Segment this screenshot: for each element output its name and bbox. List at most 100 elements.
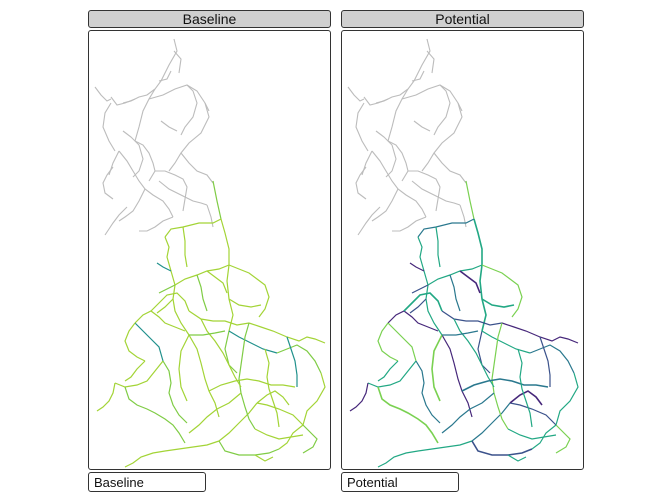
route-segment-rated (164, 218, 222, 238)
route-segment-rated (254, 428, 304, 440)
route-segment-unrated (413, 120, 431, 132)
facet-strip-baseline: Baseline (88, 10, 331, 28)
route-segment-rated (218, 402, 258, 442)
route-segment-rated (212, 180, 222, 220)
route-segment-rated (256, 390, 290, 406)
route-segment-unrated (122, 130, 144, 178)
route-segment-rated (248, 322, 326, 344)
route-segment-rated (491, 322, 509, 430)
route-segment-rated (461, 378, 549, 392)
route-segment-unrated (411, 70, 425, 82)
route-segment-rated (509, 402, 557, 426)
map-panel-potential (341, 30, 584, 470)
route-segment-rated (539, 336, 551, 387)
route-segment-rated (415, 360, 441, 424)
route-segment-unrated (392, 216, 427, 232)
route-segment-unrated (180, 84, 198, 136)
route-segment-rated (162, 360, 188, 424)
route-segment-rated (453, 318, 495, 388)
route-segment-unrated (375, 130, 397, 178)
route-segment-unrated (387, 140, 409, 182)
route-segment-rated (150, 292, 190, 312)
route-segment-rated (441, 392, 495, 434)
route-segment-unrated (421, 102, 463, 172)
facet-strip-potential: Potential (341, 10, 584, 28)
route-segment-unrated (158, 70, 172, 82)
route-segment-rated (442, 330, 479, 336)
route-segment-rated (220, 218, 234, 332)
route-segment-rated (124, 386, 186, 444)
route-segment-unrated (102, 102, 116, 152)
route-segment-rated (254, 454, 274, 462)
route-segment-unrated (110, 96, 136, 106)
route-segment-rated (278, 424, 304, 450)
route-segment-unrated (206, 204, 214, 228)
route-segment-rated (124, 440, 220, 468)
route-segment-rated (276, 344, 322, 374)
route-segment-unrated (173, 50, 182, 74)
route-segment-rated (555, 372, 579, 426)
route-segment-unrated (363, 96, 389, 106)
route-segment-rated (200, 318, 242, 388)
legend-baseline: Baseline (88, 472, 206, 492)
route-segment-rated (501, 322, 579, 344)
route-segment-rated (403, 292, 443, 312)
route-segment-rated (302, 372, 326, 426)
route-segment-rated (441, 334, 473, 418)
facet-title-baseline: Baseline (182, 11, 237, 27)
route-segment-rated (473, 218, 487, 332)
route-segment-unrated (158, 180, 208, 206)
route-segment-rated (481, 330, 531, 354)
route-segment-unrated (94, 86, 112, 102)
route-segment-rated (156, 262, 172, 272)
route-segment-rated (417, 218, 475, 238)
route-segment-unrated (387, 38, 431, 142)
route-segment-rated (134, 322, 164, 362)
route-segment-unrated (104, 206, 128, 236)
route-segment-unrated (180, 152, 214, 184)
route-segment-rated (441, 310, 503, 326)
route-segment-rated (218, 440, 280, 456)
route-segment-rated (387, 322, 417, 362)
legend-title-potential: Potential (347, 475, 398, 490)
route-segment-rated (96, 382, 116, 412)
route-segment-rated (387, 310, 439, 332)
route-segment-rated (189, 330, 226, 336)
route-segment-unrated (361, 150, 373, 176)
route-segment-rated (531, 424, 557, 450)
route-segment-unrated (155, 170, 188, 212)
route-segment-rated (158, 284, 176, 294)
route-segment-rated (529, 344, 575, 374)
route-segment-unrated (355, 102, 369, 152)
route-segment-rated (377, 360, 399, 382)
route-segment-rated (427, 264, 483, 286)
route-segment-rated (409, 298, 427, 314)
route-segment-rated (471, 440, 533, 456)
route-segment-rated (481, 298, 515, 308)
route-segment-rated (228, 298, 262, 308)
route-segment-rated (208, 378, 296, 392)
route-segment-rated (449, 274, 461, 312)
route-segment-rated (509, 390, 543, 406)
route-segment-rated (411, 284, 429, 294)
route-segment-rated (238, 322, 256, 430)
route-segment-rated (134, 310, 186, 332)
route-segment-rated (224, 330, 238, 374)
route-segment-unrated (401, 84, 463, 112)
route-segment-rated (174, 264, 230, 286)
route-segment-rated (435, 226, 441, 268)
route-segment-unrated (433, 84, 451, 136)
route-segment-rated (156, 298, 174, 314)
route-segment-rated (228, 330, 278, 354)
route-segment-rated (459, 270, 481, 294)
route-segment-unrated (433, 152, 467, 184)
route-segment-rated (114, 360, 164, 388)
route-segment-unrated (371, 150, 427, 218)
route-segment-rated (286, 336, 298, 387)
route-segment-rated (471, 402, 511, 442)
route-segment-rated (367, 360, 417, 388)
route-segment-rated (196, 274, 208, 312)
route-segment-rated (377, 322, 399, 362)
route-segment-rated (465, 180, 475, 220)
route-segment-rated (302, 424, 318, 454)
